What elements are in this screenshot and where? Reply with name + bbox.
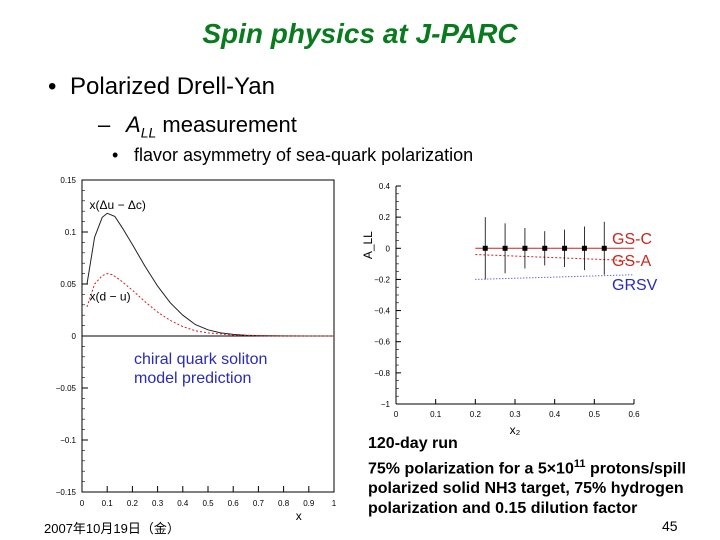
y-tick-label: −0.1: [60, 436, 76, 445]
x-tick-label: 0.6: [628, 410, 640, 419]
y-tick-label: 0.1: [65, 228, 77, 237]
annotation-delta-u-minus-delta-c: x(Δu − Δc): [90, 198, 146, 212]
y-tick-label: 0: [72, 332, 77, 341]
data-point: [502, 245, 508, 251]
x-tick-label: 0.8: [278, 499, 290, 508]
slide-title: Spin physics at J-PARC: [202, 18, 518, 49]
experiment-note: 120-day run 75% polarization for a 5×101…: [368, 434, 686, 519]
series-line: [475, 254, 635, 262]
series-line: [86, 273, 334, 337]
soliton-label-line: chiral quark soliton: [134, 351, 268, 368]
y-tick-label: 0.4: [379, 182, 391, 191]
page-number: 45: [662, 518, 678, 534]
x-tick-label: 0.4: [549, 410, 561, 419]
x-tick-label: 0.1: [430, 410, 442, 419]
bullet-level1-text: Polarized Drell-Yan: [70, 73, 275, 100]
x-tick-label: 0.1: [102, 499, 114, 508]
bullet-level1: • Polarized Drell-Yan: [48, 73, 275, 101]
soliton-model-label: chiral quark soliton model prediction: [134, 350, 267, 388]
x-tick-label: 0.6: [228, 499, 240, 508]
y-tick-label: 0: [386, 244, 391, 253]
sea-quark-distribution-chart: 0.150.10.050−0.05−0.1−0.150 0.1 0.2 0.3 0.4 0…: [56, 176, 337, 522]
annotation-d-minus-u: x(d − u): [90, 290, 131, 304]
x-tick-label: 0.5: [202, 499, 214, 508]
data-point: [601, 245, 607, 251]
bullet-dot-icon: •: [48, 73, 57, 100]
bullet-level2-text: measurement: [156, 112, 297, 137]
slide-date: 2007年10月19日（金）: [44, 521, 180, 536]
bullet-dash-icon: –: [98, 112, 111, 137]
data-point: [542, 245, 548, 251]
x-tick-label: 0.3: [509, 410, 521, 419]
x-tick-label: 0.4: [177, 499, 189, 508]
bullet-level3: • flavor asymmetry of sea-quark polarizat…: [112, 145, 473, 166]
data-point: [562, 245, 568, 251]
note-line: 120-day run: [368, 435, 458, 452]
x-axis-label: x: [296, 509, 302, 522]
x-tick-label: 1: [332, 499, 337, 508]
all-symbol: A: [126, 112, 141, 137]
bullet-level3-text: flavor asymmetry of sea-quark polarizati…: [134, 145, 474, 165]
y-tick-label: 0.15: [60, 176, 76, 185]
x-tick-label: 0.7: [253, 499, 265, 508]
note-text: 75% polarization for a 5×10: [368, 460, 574, 478]
curve-label-grsv: GRSV: [612, 277, 658, 294]
x-tick-label: 0.9: [303, 499, 315, 508]
x-tick-label: 0.5: [589, 410, 601, 419]
x-tick-label: 0: [80, 499, 85, 508]
y-tick-label: −0.6: [374, 338, 390, 347]
all-subscript: LL: [140, 124, 157, 141]
y-tick-label: −1: [381, 400, 391, 409]
note-line: polarized solid NH3 target, 75% hydrogen: [368, 480, 684, 498]
bullet-dot-icon: •: [112, 145, 119, 165]
y-tick-label: −0.05: [56, 384, 77, 393]
all-asymmetry-chart: 0.40.20−0.2−0.4−0.6−0.8−10 0.1 0.2 0.3 0.4 0.…: [361, 182, 640, 437]
x-tick-label: 0.2: [127, 499, 139, 508]
note-text: protons/spill: [585, 460, 686, 478]
note-exponent: 11: [573, 458, 586, 470]
y-tick-label: 0.05: [60, 280, 76, 289]
curve-label-gs-a: GS-A: [612, 253, 652, 270]
y-tick-label: −0.2: [374, 275, 390, 284]
x-axis-label: x₂: [510, 423, 521, 437]
data-point: [522, 245, 528, 251]
data-point: [581, 245, 587, 251]
series-line: [475, 274, 635, 280]
note-line: polarization and 0.15 dilution factor: [368, 500, 638, 518]
y-tick-label: 0.2: [379, 213, 391, 222]
data-point: [482, 245, 488, 251]
y-tick-label: −0.15: [56, 488, 77, 497]
soliton-label-line: model prediction: [134, 370, 252, 387]
curve-label-gs-c: GS-C: [612, 231, 652, 248]
x-tick-label: 0: [394, 410, 399, 419]
bullet-level2: – ALL measurement: [98, 112, 297, 140]
note-line: 75% polarization for a 5×1011 protons/sp…: [368, 454, 686, 479]
x-tick-label: 0.3: [152, 499, 164, 508]
series-line: [86, 212, 334, 337]
y-axis-label: A_LL: [361, 231, 375, 259]
y-tick-label: −0.8: [374, 369, 390, 378]
x-tick-label: 0.2: [470, 410, 482, 419]
y-tick-label: −0.4: [374, 307, 390, 316]
